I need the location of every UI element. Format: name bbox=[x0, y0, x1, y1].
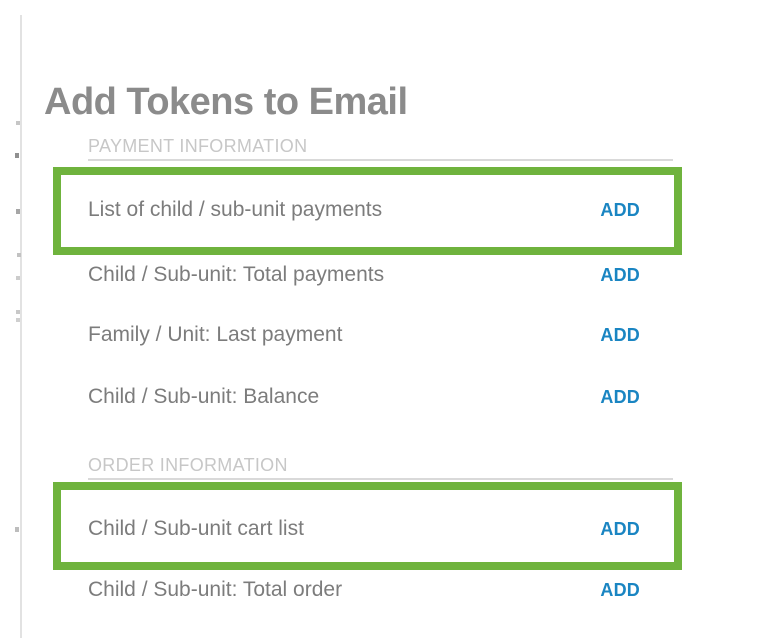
background-text-fragment bbox=[16, 276, 20, 280]
add-token-button[interactable]: ADD bbox=[600, 199, 640, 220]
token-label: Child / Sub-unit: Total payments bbox=[88, 263, 385, 286]
add-token-button[interactable]: ADD bbox=[600, 518, 640, 539]
add-token-button[interactable]: ADD bbox=[600, 386, 640, 407]
background-text-fragment bbox=[15, 153, 19, 158]
token-row-balance: Child / Sub-unit: Balance ADD bbox=[88, 382, 640, 412]
background-text-fragment bbox=[17, 253, 21, 257]
token-row-total-payments: Child / Sub-unit: Total payments ADD bbox=[88, 260, 640, 290]
token-label: Child / Sub-unit cart list bbox=[88, 517, 304, 540]
token-row-cart-list: Child / Sub-unit cart list ADD bbox=[88, 514, 640, 544]
token-row-total-order: Child / Sub-unit: Total order ADD bbox=[88, 575, 640, 605]
token-label: Child / Sub-unit: Balance bbox=[88, 385, 320, 408]
section-heading-payment-information: PAYMENT INFORMATION bbox=[88, 137, 673, 161]
token-row-list-of-child-payments: List of child / sub-unit payments ADD bbox=[88, 195, 640, 225]
dialog-title: Add Tokens to Email bbox=[44, 81, 408, 124]
token-label: List of child / sub-unit payments bbox=[88, 198, 383, 221]
highlight-box-payments-list-row bbox=[53, 167, 682, 255]
token-label: Child / Sub-unit: Total order bbox=[88, 578, 343, 601]
highlight-box-cart-list-row bbox=[53, 482, 682, 570]
background-text-fragment bbox=[16, 121, 20, 125]
token-row-last-payment: Family / Unit: Last payment ADD bbox=[88, 320, 640, 350]
background-text-fragment bbox=[15, 527, 19, 532]
background-text-fragment bbox=[16, 310, 20, 314]
section-heading-order-information: ORDER INFORMATION bbox=[88, 456, 673, 480]
add-token-button[interactable]: ADD bbox=[600, 264, 640, 285]
dialog-left-edge-divider bbox=[20, 15, 22, 638]
add-token-button[interactable]: ADD bbox=[600, 579, 640, 600]
token-label: Family / Unit: Last payment bbox=[88, 323, 343, 346]
background-text-fragment bbox=[16, 209, 20, 214]
add-token-button[interactable]: ADD bbox=[600, 324, 640, 345]
background-text-fragment bbox=[16, 318, 20, 322]
